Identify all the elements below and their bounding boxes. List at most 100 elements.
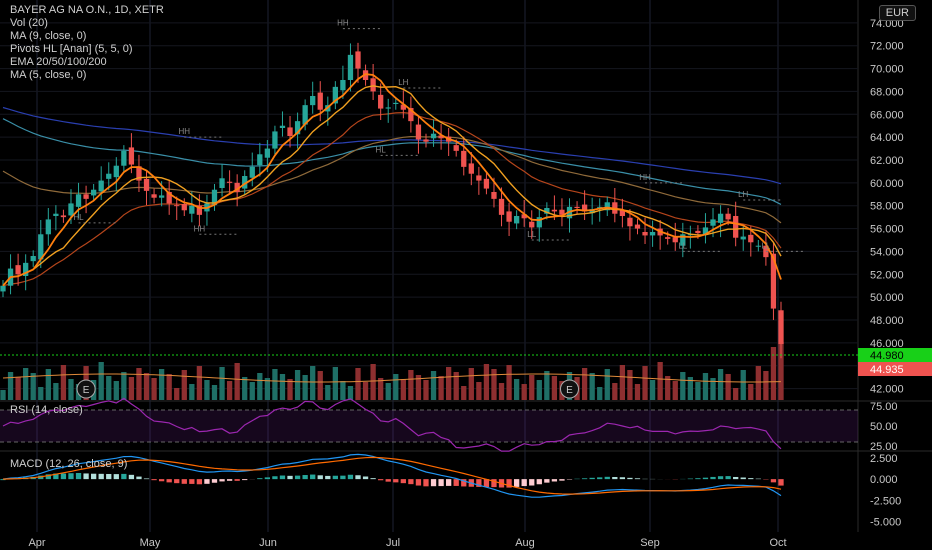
volume-bar bbox=[408, 370, 414, 400]
candle-body bbox=[619, 210, 626, 216]
candle-body bbox=[23, 262, 29, 276]
candle-body bbox=[166, 192, 172, 204]
ema-50-line bbox=[2, 135, 782, 224]
candle-body bbox=[740, 236, 746, 240]
indicator-ma5[interactable]: MA (5, close, 0) bbox=[10, 69, 87, 81]
candle-body bbox=[627, 217, 633, 227]
volume-bar bbox=[733, 388, 739, 400]
macd-tick-label: -2.500 bbox=[870, 495, 901, 507]
rsi-title[interactable]: RSI (14, close) bbox=[10, 404, 83, 416]
candle-body bbox=[317, 92, 323, 110]
price-tick-label: 56.000 bbox=[870, 224, 904, 236]
macd-hist-bar bbox=[740, 477, 746, 480]
volume-bar bbox=[740, 370, 746, 400]
macd-hist-bar bbox=[400, 479, 406, 484]
event-label: E bbox=[83, 385, 90, 396]
volume-bar bbox=[340, 381, 346, 400]
volume-bar bbox=[113, 381, 119, 400]
candle-body bbox=[461, 150, 467, 167]
macd-hist-bar bbox=[257, 478, 263, 480]
candle-body bbox=[378, 94, 384, 109]
candle-body bbox=[634, 224, 641, 229]
macd-tick-label: 2.500 bbox=[870, 453, 898, 465]
macd-hist-bar bbox=[90, 473, 97, 480]
candle-body bbox=[370, 78, 376, 92]
macd-hist-bar bbox=[204, 479, 210, 484]
price-tick-label: 52.000 bbox=[870, 269, 904, 281]
macd-hist-bar bbox=[158, 479, 165, 482]
price-tick-label: 58.000 bbox=[870, 201, 904, 213]
indicator-ema[interactable]: EMA 20/50/100/200 bbox=[10, 56, 107, 68]
volume-bar bbox=[498, 383, 505, 400]
volume-bar bbox=[332, 367, 338, 400]
candle-body bbox=[483, 178, 490, 189]
volume-bar bbox=[680, 372, 686, 400]
volume-bar bbox=[181, 370, 187, 400]
price-tick-label: 48.000 bbox=[870, 315, 904, 327]
macd-hist-bar bbox=[219, 479, 225, 482]
candle-body bbox=[90, 189, 97, 196]
indicator-ma9[interactable]: MA (9, close, 0) bbox=[10, 30, 87, 42]
macd-hist-bar bbox=[234, 479, 240, 481]
macd-hist-bar bbox=[370, 478, 376, 480]
macd-hist-bar bbox=[310, 474, 316, 480]
volume-bar bbox=[763, 371, 769, 400]
macd-hist-bar bbox=[106, 473, 112, 480]
candle-body bbox=[393, 102, 399, 104]
candle-body bbox=[211, 189, 218, 206]
candle-body bbox=[430, 133, 437, 139]
candle-body bbox=[219, 178, 225, 188]
macd-hist-bar bbox=[597, 477, 603, 480]
candle-body bbox=[513, 216, 520, 224]
candle-body bbox=[702, 227, 709, 235]
symbol-title[interactable]: BAYER AG NA O.N., 1D, XETR bbox=[10, 4, 164, 16]
volume-bar bbox=[544, 371, 550, 400]
candle-body bbox=[733, 216, 739, 238]
macd-tick-label: 0.000 bbox=[870, 474, 898, 486]
candle-body bbox=[778, 310, 784, 344]
candle-body bbox=[234, 182, 240, 192]
macd-hist-bar bbox=[121, 473, 127, 480]
volume-bar bbox=[68, 379, 74, 400]
volume-bar bbox=[279, 374, 286, 400]
macd-hist-bar bbox=[279, 475, 286, 480]
candle-body bbox=[15, 265, 21, 275]
volume-bar bbox=[695, 382, 701, 400]
candle-body bbox=[423, 139, 429, 142]
candle-body bbox=[770, 253, 777, 309]
macd-hist-bar bbox=[702, 477, 709, 480]
candle-body bbox=[415, 124, 422, 140]
volume-bar bbox=[634, 384, 641, 400]
candle-body bbox=[717, 213, 724, 223]
volume-bar bbox=[589, 373, 595, 400]
macd-hist-bar bbox=[362, 476, 369, 480]
volume-bar bbox=[287, 379, 293, 400]
volume-bar bbox=[581, 368, 588, 400]
volume-bar bbox=[665, 376, 671, 400]
currency-button[interactable]: EUR bbox=[878, 5, 916, 21]
candle-body bbox=[302, 105, 308, 125]
price-tick-label: 42.000 bbox=[870, 384, 904, 396]
macd-hist-bar bbox=[128, 474, 135, 480]
macd-hist-bar bbox=[408, 479, 414, 485]
macd-hist-bar bbox=[75, 472, 82, 480]
macd-title[interactable]: MACD (12, 26, close, 9) bbox=[10, 458, 128, 470]
volume-bar bbox=[423, 380, 429, 400]
candle-body bbox=[385, 107, 391, 109]
candle-body bbox=[476, 175, 482, 181]
macd-hist-bar bbox=[0, 479, 6, 481]
volume-bar bbox=[264, 378, 271, 400]
indicator-pivots[interactable]: Pivots HL [Anan] (5, 5, 0) bbox=[10, 43, 133, 55]
volume-bar bbox=[219, 367, 225, 400]
indicator-vol[interactable]: Vol (20) bbox=[10, 17, 48, 29]
candle-body bbox=[75, 194, 82, 207]
price-tick-label: 72.000 bbox=[870, 41, 904, 53]
macd-hist-bar bbox=[196, 479, 203, 485]
candle-body bbox=[196, 205, 203, 215]
macd-hist-bar bbox=[506, 479, 512, 488]
x-tick-label: Jun bbox=[259, 537, 277, 549]
macd-hist-bar bbox=[710, 476, 716, 480]
volume-bar bbox=[755, 366, 761, 400]
macd-hist-bar bbox=[340, 475, 346, 480]
